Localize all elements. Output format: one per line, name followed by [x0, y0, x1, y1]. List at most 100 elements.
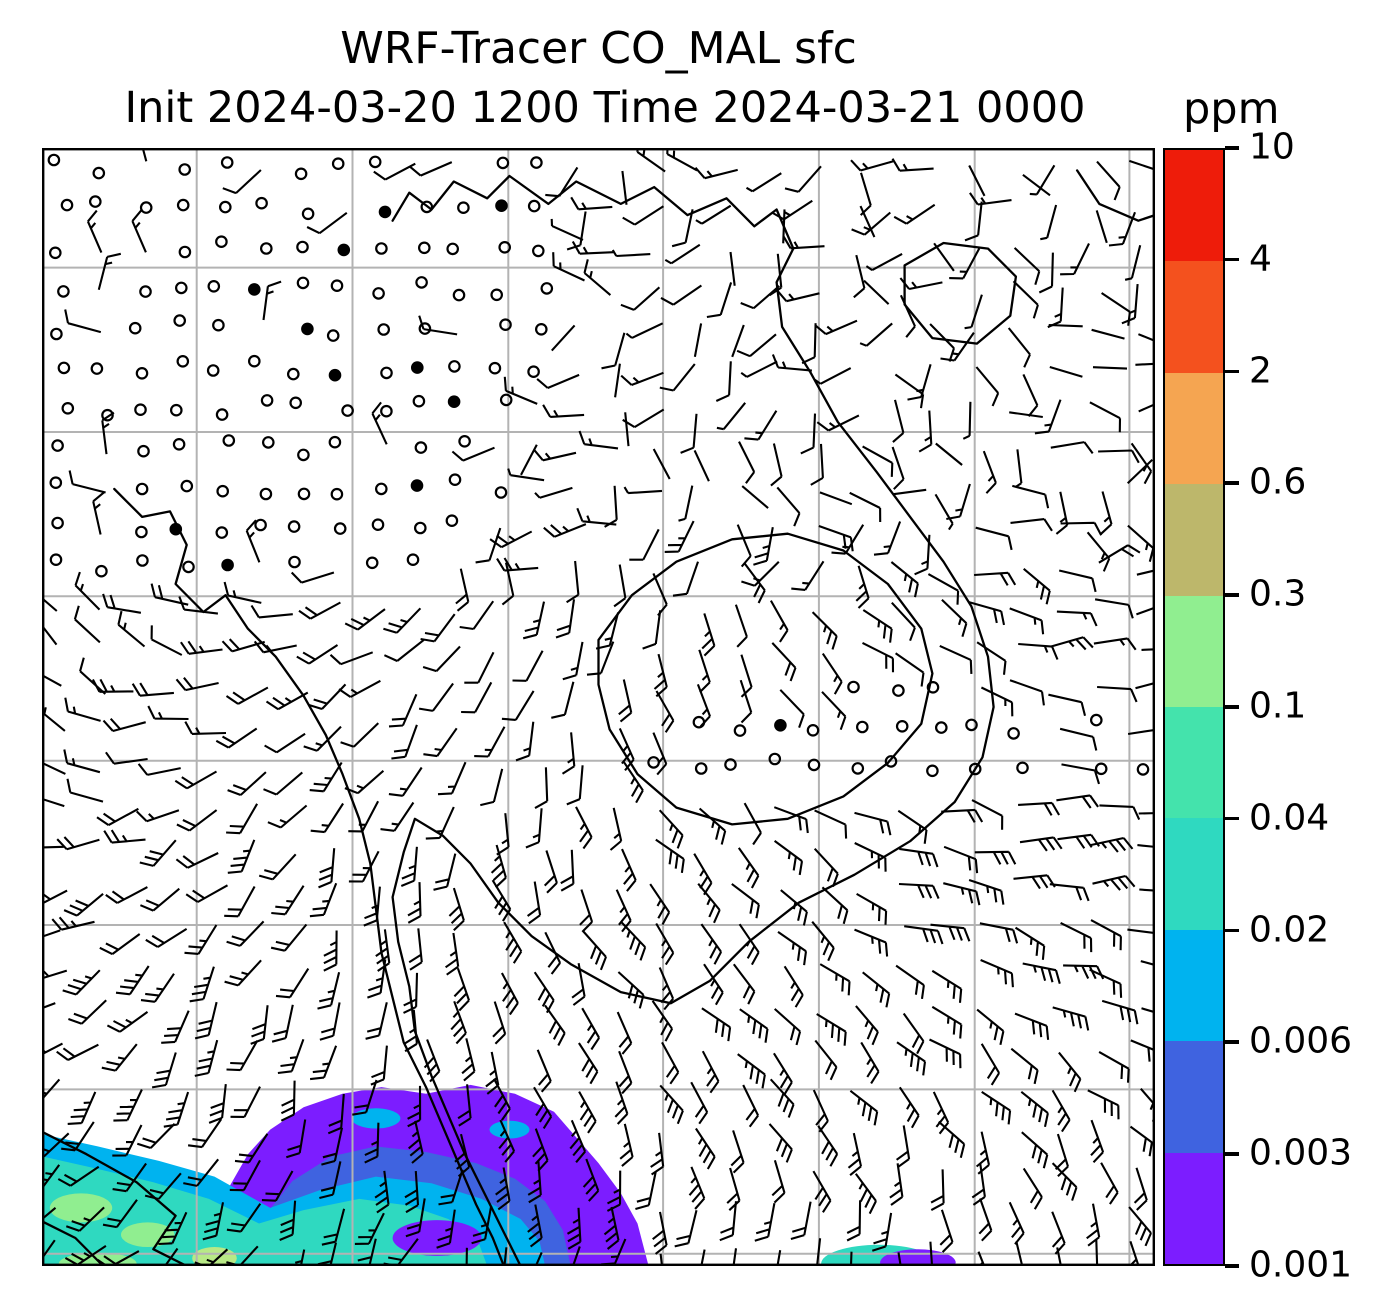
calm-circle — [297, 487, 311, 501]
calm-circle — [457, 201, 470, 214]
wind-barb — [1015, 1241, 1024, 1266]
wind-barb — [847, 1132, 863, 1177]
coastlines — [42, 169, 1155, 1266]
wind-barb — [1093, 637, 1137, 651]
wind-barb — [1022, 173, 1051, 197]
wind-barb — [618, 727, 635, 772]
wind-barb — [1096, 160, 1121, 201]
wind-barb — [68, 999, 107, 1025]
wind-barb — [701, 1050, 720, 1094]
calm-circle — [406, 553, 420, 566]
wind-barb — [250, 604, 293, 619]
wind-barb — [1098, 544, 1141, 564]
wind-barb — [464, 651, 495, 684]
wind-barb — [1040, 204, 1058, 241]
wind-barb — [271, 1004, 294, 1043]
wind-barb — [405, 1198, 426, 1238]
wind-barb — [561, 732, 576, 775]
calm-circle — [926, 764, 939, 778]
calm-circle — [447, 395, 461, 408]
wind-barb — [946, 483, 971, 521]
wind-barb — [423, 1039, 441, 1083]
wind-barb — [1014, 1012, 1050, 1040]
map-canvas — [42, 148, 1155, 1266]
wind-barb — [253, 640, 297, 654]
wind-barb — [696, 684, 711, 728]
calm-circle — [768, 752, 782, 766]
calm-circle — [534, 323, 548, 336]
wind-barb — [978, 1198, 993, 1242]
wind-barb — [354, 1212, 385, 1245]
wind-barb — [932, 1091, 950, 1135]
wind-barb — [560, 849, 575, 892]
wind-barb — [178, 596, 219, 615]
wind-barb — [1057, 833, 1100, 849]
calm-circle — [289, 396, 302, 410]
wind-barb — [512, 650, 544, 682]
calm-circle — [378, 205, 392, 219]
wind-barb — [309, 1045, 338, 1081]
wind-barb — [1127, 928, 1155, 940]
wind-barb — [275, 968, 310, 999]
colorbar-segment — [1165, 484, 1223, 596]
wind-barb — [74, 571, 101, 611]
wind-barb — [163, 1091, 190, 1128]
wind-barb — [1010, 1047, 1039, 1085]
calm-circle — [248, 283, 261, 296]
wind-barb — [566, 1207, 582, 1250]
calm-circle — [410, 361, 424, 374]
wind-barb — [753, 527, 774, 566]
wind-barb — [42, 1078, 61, 1101]
wind-barb — [768, 1123, 793, 1163]
calm-circle — [49, 246, 62, 260]
wind-barb — [697, 883, 721, 924]
wind-barb — [280, 1080, 296, 1122]
wind-barb — [321, 1127, 344, 1166]
wind-barb — [461, 681, 493, 714]
coastline — [42, 1220, 105, 1266]
wind-barb — [854, 1173, 877, 1215]
calm-circle — [139, 285, 152, 298]
map-border — [42, 148, 1155, 1266]
wind-barb — [613, 564, 627, 608]
calm-circle — [540, 282, 554, 295]
wind-barb — [480, 768, 504, 807]
wind-barb — [267, 804, 308, 829]
wind-barb — [527, 1204, 543, 1248]
wind-barb — [91, 678, 134, 693]
wind-barb — [1012, 484, 1050, 509]
calm-circle — [417, 241, 431, 255]
wind-barb — [578, 1042, 599, 1085]
wind-barb — [1008, 1201, 1025, 1245]
wind-barb — [623, 761, 644, 804]
wind-barb — [151, 1052, 177, 1089]
wind-barb — [1012, 280, 1039, 319]
wind-barb — [890, 561, 919, 598]
calm-circle — [965, 718, 978, 732]
wind-barb — [137, 763, 181, 776]
wind-barb — [851, 211, 891, 236]
wind-barb — [105, 751, 148, 765]
calm-circle — [496, 156, 510, 170]
wind-barb — [306, 211, 348, 235]
wind-barb — [595, 612, 620, 650]
wind-barb — [115, 965, 150, 996]
calm-circle — [414, 441, 428, 454]
wind-barb — [968, 879, 1005, 905]
wind-barb — [1092, 874, 1136, 891]
wind-barb — [617, 971, 645, 1009]
wind-barb — [317, 972, 341, 1010]
wind-barb — [493, 1078, 511, 1121]
calm-circle — [774, 718, 787, 732]
wind-barb — [642, 610, 662, 650]
wind-barb — [136, 1123, 176, 1149]
wind-barb — [408, 928, 423, 971]
calm-circle — [1007, 727, 1020, 740]
wind-barb — [485, 1051, 500, 1095]
wind-barb — [475, 527, 502, 564]
wind-barb — [391, 724, 418, 760]
wind-barb — [740, 285, 780, 310]
wind-barb — [363, 886, 381, 927]
wind-barb — [698, 807, 727, 845]
calm-circle — [495, 199, 508, 212]
